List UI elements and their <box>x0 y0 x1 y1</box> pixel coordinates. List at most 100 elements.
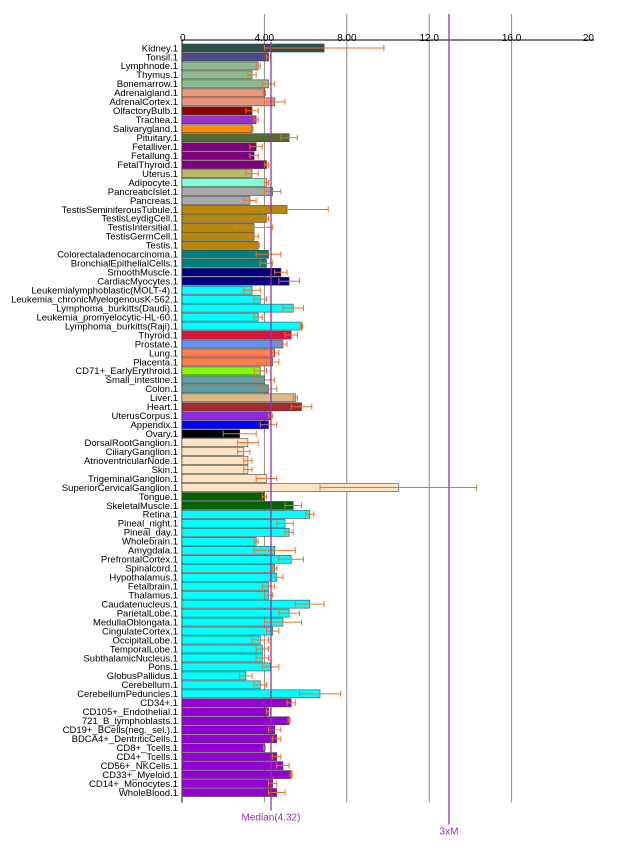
bar <box>181 285 253 295</box>
category-label: DorsalRootGanglion.1 <box>85 438 178 449</box>
bar-row: Retina.1 <box>143 510 315 521</box>
category-label: Pancreas.1 <box>130 196 178 207</box>
bar-row: Tongue.1 <box>139 492 267 503</box>
bar-row: OccipitalLobe.1 <box>113 635 270 646</box>
bar <box>181 70 253 80</box>
x-tick-label: 20 <box>583 33 595 44</box>
bar <box>181 779 273 788</box>
bar <box>181 312 259 322</box>
bar-row: SmoothMuscle.1 <box>107 267 288 279</box>
category-label: Leukemia_promyelocytic-HL-60.1 <box>36 312 178 323</box>
bar-row: Thymus.1 <box>136 70 257 81</box>
category-label: SmoothMuscle.1 <box>107 268 178 279</box>
bar <box>181 590 269 600</box>
category-label: Prostate.1 <box>135 339 178 350</box>
bar <box>181 321 302 331</box>
bar-row: Tonsil.1 <box>146 52 272 63</box>
category-label: GlobusPallidus.1 <box>107 671 178 682</box>
bar <box>181 608 290 618</box>
category-label: Lymphnode.1 <box>121 61 178 72</box>
bar-row: CD33+_Myeloid.1 <box>102 770 293 781</box>
bar-row: Thyroid.1 <box>138 330 298 341</box>
bar <box>181 339 284 349</box>
category-label: Pineal_night.1 <box>118 519 178 530</box>
bar-row: Trachea.1 <box>136 115 259 126</box>
x-tick-label: 8.00 <box>337 33 357 44</box>
bar <box>181 761 284 770</box>
bar-row: Liver.1 <box>150 393 298 404</box>
bar <box>181 366 261 376</box>
category-label: Caudatenucleus.1 <box>101 599 178 610</box>
bar <box>181 519 286 528</box>
category-label: Lymphoma_burkitts(Raji).1 <box>65 321 178 332</box>
bar-row: CD4+_Tcells.1 <box>116 752 282 763</box>
category-label: Hypothalamus.1 <box>109 573 178 584</box>
bar <box>181 187 273 196</box>
bar <box>181 671 247 681</box>
category-label: WholeBlood.1 <box>119 788 178 799</box>
category-label: Thalamus.1 <box>128 590 178 601</box>
category-label: OlfactoryBulb.1 <box>113 106 178 117</box>
category-label: Pituitary.1 <box>136 133 178 144</box>
bar-row: TemporalLobe.1 <box>110 644 270 655</box>
category-label: Trachea.1 <box>136 115 178 126</box>
bar-row: Prostate.1 <box>135 339 288 350</box>
category-label: CardiacMyocytes.1 <box>97 277 178 288</box>
bar <box>181 142 257 151</box>
bar-row: Placenta.1 <box>133 357 280 368</box>
category-label: Thymus.1 <box>136 70 178 81</box>
category-label: Lymphoma_burkitts(Daudi).1 <box>56 303 178 314</box>
bar <box>181 357 273 367</box>
bar-row: Uterus.1 <box>142 169 259 180</box>
category-label: BronchialEpithelialCells.1 <box>71 259 178 270</box>
bar-row: Cerebellum.1 <box>122 680 267 691</box>
category-label: CerebellumPeduncles.1 <box>77 689 178 700</box>
category-label: OccipitalLobe.1 <box>113 635 178 646</box>
category-label: TestisSeminiferousTubule.1 <box>62 205 178 216</box>
bar-row: CardiacMyocytes.1 <box>97 276 300 288</box>
bar-row: Skin.1 <box>152 465 253 476</box>
bar <box>181 214 267 223</box>
bar-row: SuperiorCervicalGanglion.1 <box>62 483 478 494</box>
bar-row: Wholebrain.1 <box>122 537 259 548</box>
category-label: CD56+_NKCells.1 <box>101 761 178 772</box>
bar <box>181 716 290 726</box>
bar <box>181 79 269 89</box>
category-label: Leukemialymphoblastic(MOLT-4).1 <box>31 285 178 296</box>
bar <box>181 97 275 107</box>
category-label: CD19+_BCells(neg._sel.).1 <box>63 725 178 736</box>
bar <box>181 61 259 71</box>
category-label: Heart.1 <box>147 402 178 413</box>
bar <box>181 348 275 358</box>
bar <box>181 124 253 134</box>
bar <box>181 232 255 241</box>
bar-row: Lymphnode.1 <box>121 61 261 72</box>
x-tick-label: 4.00 <box>255 33 275 44</box>
bar-row: CiliaryGanglion.1 <box>106 447 251 458</box>
bar-row: CD8+_Tcells.1 <box>116 743 266 754</box>
category-label: AdrenalCortex.1 <box>109 97 178 108</box>
bar-row: OlfactoryBulb.1 <box>113 106 259 117</box>
bar <box>181 554 292 564</box>
bar-row: TestisGermCell.1 <box>106 232 259 243</box>
bar <box>181 276 290 286</box>
bar-row: Testis.1 <box>146 241 260 252</box>
bar-row: Lymphoma_burkitts(Raji).1 <box>65 321 304 332</box>
bar <box>181 160 267 169</box>
bar-row: PrefrontalCortex.1 <box>101 554 305 566</box>
bar-row: MedullaOblongata.1 <box>93 617 302 628</box>
category-label: Salivarygland.1 <box>113 124 178 135</box>
bar <box>181 267 282 277</box>
bar <box>181 743 265 752</box>
category-label: Tongue.1 <box>139 492 178 503</box>
bar-row: TestisIntersitial.1 <box>108 223 274 234</box>
bar-row: Lymphoma_burkitts(Daudi).1 <box>56 303 305 314</box>
bar <box>181 599 311 609</box>
bar <box>181 133 290 142</box>
bar-row: Leukemialymphoblastic(MOLT-4).1 <box>31 285 261 296</box>
bar-row: Pancreas.1 <box>130 196 257 207</box>
bar-row: Fetalbrain.1 <box>128 582 276 593</box>
bar <box>181 501 294 510</box>
bar <box>181 680 261 690</box>
